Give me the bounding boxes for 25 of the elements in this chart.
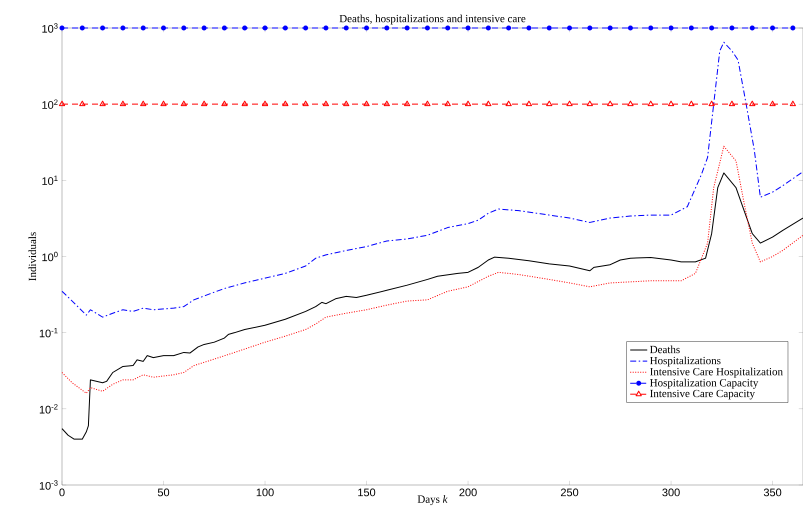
x-axis-title: Days k (418, 495, 448, 506)
x-tick-label: 300 (662, 488, 680, 496)
legend-label: Intensive Care Hospitalization (650, 368, 783, 378)
y-axis-title: Individuals (28, 232, 36, 281)
x-tick-label: 0 (59, 488, 65, 496)
y-tick-label: 10$^{2}$ (42, 99, 58, 109)
y-tick-label: 10$^{0}$ (42, 252, 58, 262)
legend-label: Hospitalizations (650, 356, 721, 366)
x-tick-label: 200 (459, 488, 477, 496)
y-tick-label: 10$^{-3}$ (40, 480, 58, 490)
legend-label: Hospitalization Capacity (650, 378, 758, 389)
y-tick-label: 10$^{3}$ (42, 23, 58, 33)
line-series (62, 42, 803, 318)
legend-label: Deaths (650, 345, 680, 354)
x-tick-label: 150 (358, 488, 376, 496)
x-tick-label: 250 (560, 488, 578, 496)
x-tick-label: 350 (764, 488, 782, 496)
legend-label: Intensive Care Capacity (650, 390, 755, 400)
chart-title: Deaths, hospitalizations and intensive care (340, 14, 526, 24)
y-tick-label: 10$^{1}$ (42, 176, 58, 186)
line-series (62, 172, 803, 440)
y-tick-label: 10$^{-1}$ (40, 328, 58, 338)
x-tick-label: 100 (256, 488, 274, 496)
y-tick-label: 10$^{-2}$ (40, 404, 58, 414)
x-tick-label: 50 (158, 488, 170, 496)
